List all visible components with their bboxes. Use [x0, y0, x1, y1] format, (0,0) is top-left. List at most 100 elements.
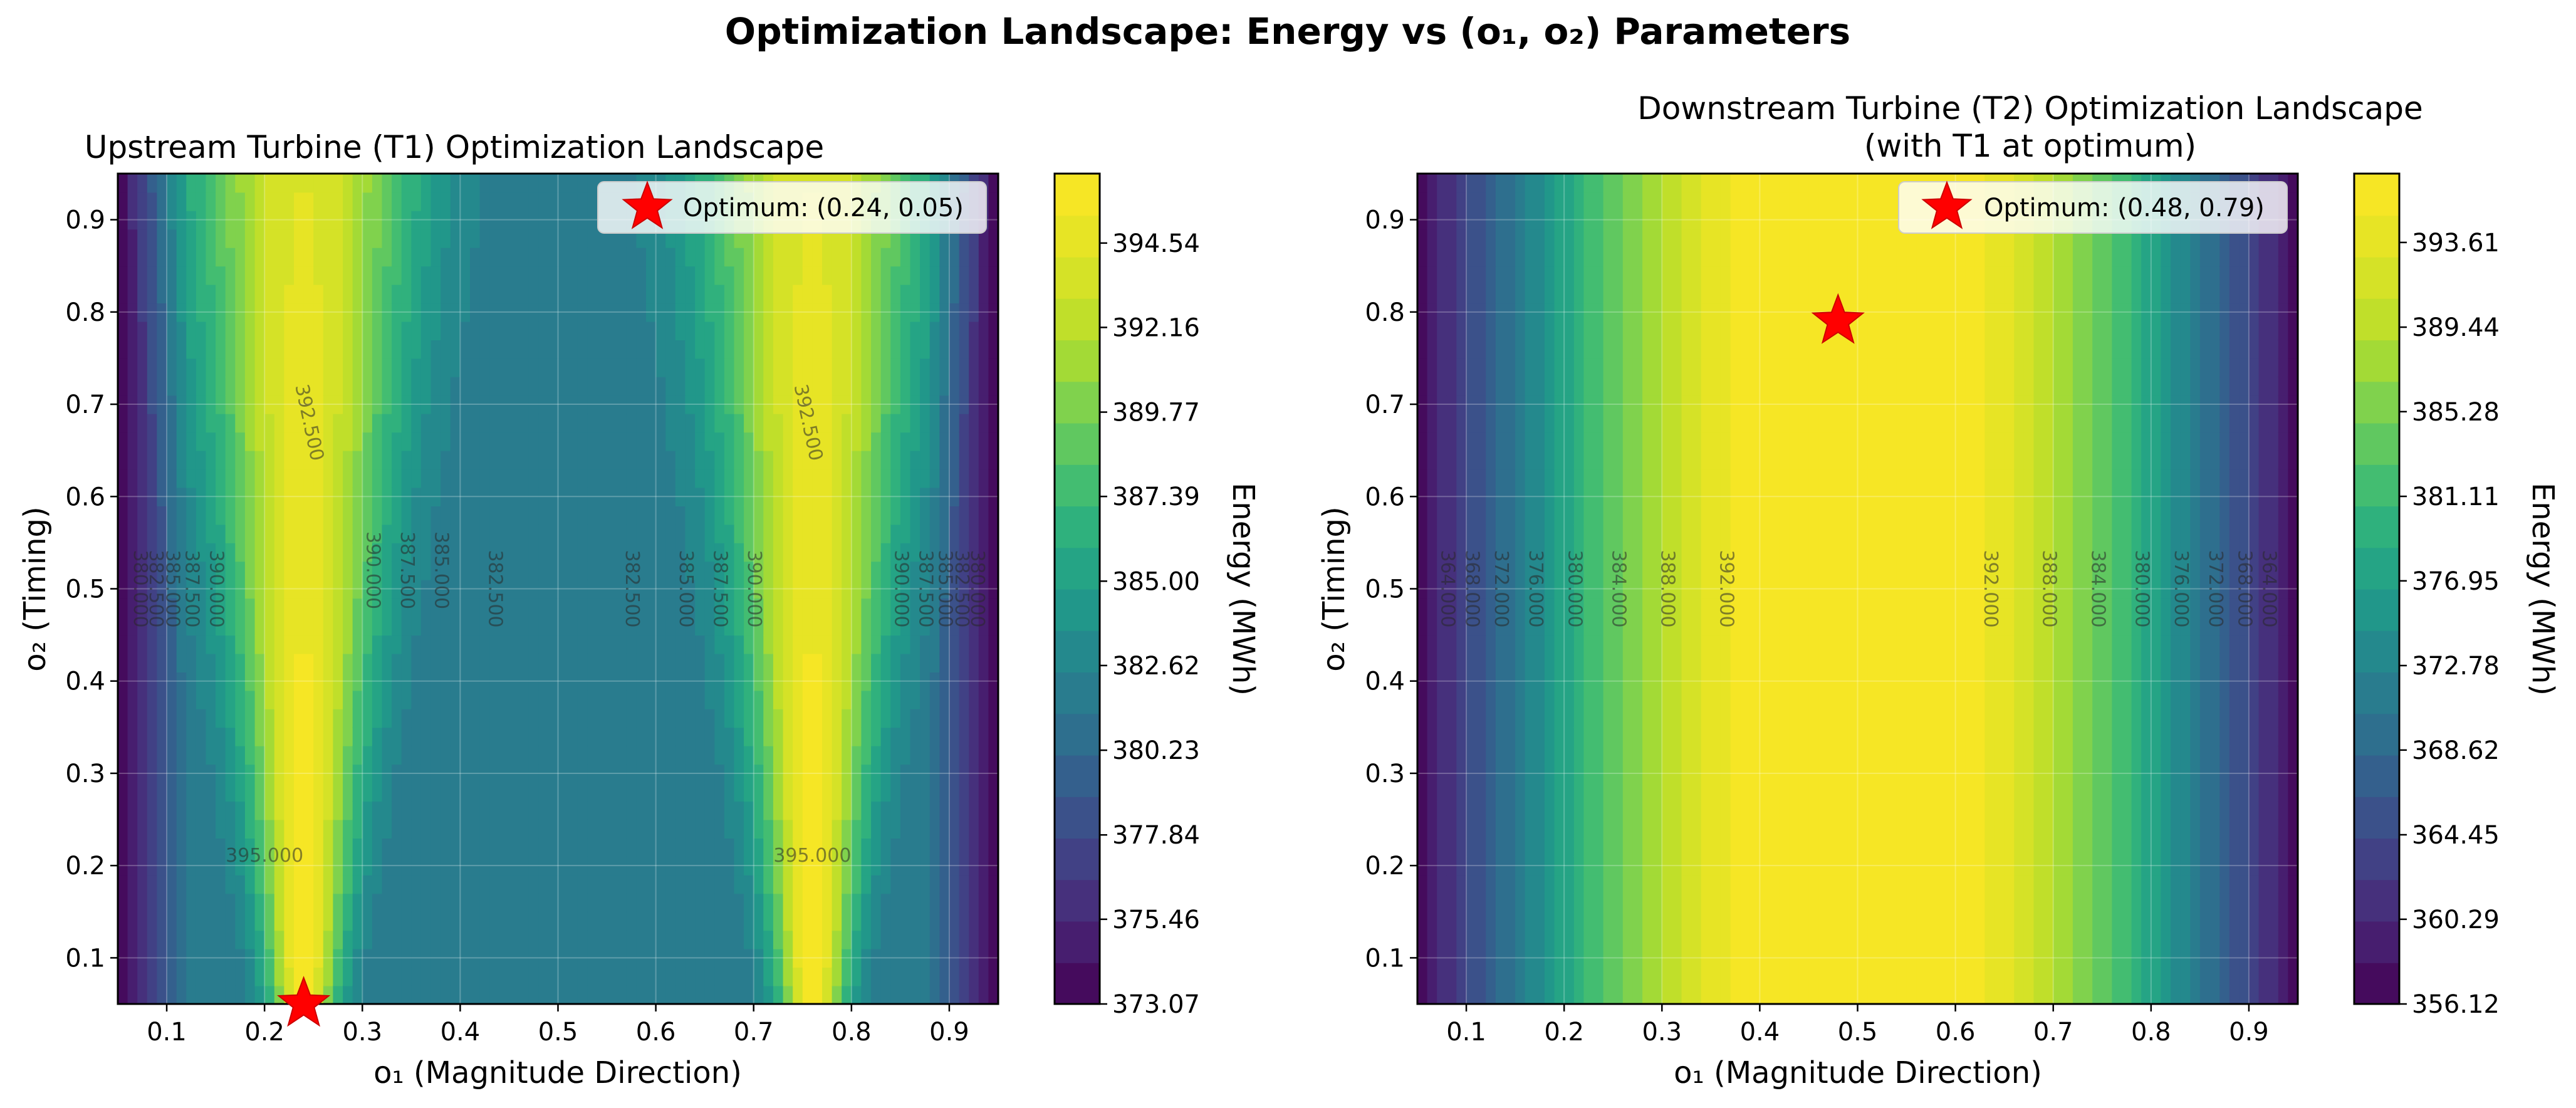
- heatmap-cell: [704, 506, 716, 525]
- heatmap-cell: [969, 432, 979, 451]
- heatmap-cell: [704, 303, 716, 322]
- heatmap-cell: [558, 432, 569, 451]
- heatmap-cell: [890, 266, 901, 285]
- heatmap-cell: [969, 782, 979, 802]
- heatmap-cell: [157, 782, 167, 802]
- heatmap-cell: [1544, 653, 1555, 672]
- heatmap-cell: [655, 266, 667, 285]
- heatmap-cell: [284, 376, 295, 396]
- heatmap-cell: [235, 303, 246, 322]
- heatmap-cell: [1427, 247, 1438, 267]
- heatmap-cell: [1446, 376, 1457, 396]
- heatmap-cell: [832, 764, 843, 783]
- heatmap-cell: [538, 985, 549, 1004]
- t1-legend-star-icon: [622, 180, 673, 229]
- heatmap-cell: [499, 635, 510, 654]
- heatmap-cell: [470, 229, 481, 248]
- heatmap-cell: [313, 819, 324, 839]
- heatmap-cell: [1456, 856, 1467, 875]
- heatmap-cell: [753, 395, 764, 414]
- heatmap-cell: [617, 524, 627, 543]
- heatmap-cell: [832, 303, 843, 322]
- heatmap-cell: [147, 635, 158, 654]
- heatmap-cell: [695, 948, 706, 968]
- heatmap-cell: [147, 432, 158, 451]
- heatmap-cell: [1417, 174, 1428, 193]
- heatmap-cell: [1495, 838, 1506, 857]
- heatmap-cell: [655, 856, 667, 875]
- heatmap-cell: [264, 247, 275, 267]
- heatmap-cell: [313, 727, 324, 746]
- heatmap-cell: [568, 542, 578, 562]
- heatmap-cell: [343, 542, 353, 562]
- heatmap-cell: [176, 708, 187, 728]
- heatmap-cell: [313, 358, 324, 377]
- heatmap-cell: [988, 358, 998, 377]
- heatmap-cell: [333, 395, 343, 414]
- heatmap-cell: [1476, 967, 1487, 986]
- heatmap-cell: [949, 432, 960, 451]
- heatmap-cell: [167, 874, 177, 894]
- heatmap-cell: [254, 616, 266, 636]
- heatmap-cell: [441, 542, 451, 562]
- heatmap-cell: [890, 376, 901, 396]
- heatmap-cell: [352, 561, 363, 580]
- heatmap-cell: [793, 967, 803, 986]
- heatmap-cell: [1446, 616, 1457, 636]
- heatmap-cell: [744, 506, 754, 525]
- heatmap-cell: [528, 967, 540, 986]
- heatmap-cell: [753, 635, 764, 654]
- heatmap-cell: [1466, 727, 1477, 746]
- heatmap-cell: [157, 727, 167, 746]
- t1-plot-title: Upstream Turbine (T1) Optimization Lands…: [85, 129, 824, 165]
- heatmap-cell: [783, 450, 794, 470]
- heatmap-cell: [176, 229, 187, 248]
- heatmap-cell: [1564, 598, 1575, 617]
- heatmap-cell: [793, 432, 803, 451]
- heatmap-cell: [773, 838, 784, 857]
- heatmap-cell: [1446, 764, 1457, 783]
- heatmap-cell: [118, 561, 128, 580]
- heatmap-cell: [793, 708, 803, 728]
- heatmap-cell: [704, 247, 716, 267]
- heatmap-cell: [1564, 506, 1575, 525]
- heatmap-cell: [186, 838, 197, 857]
- heatmap-cell: [362, 284, 373, 304]
- heatmap-cell: [167, 856, 177, 875]
- heatmap-cell: [1466, 985, 1477, 1004]
- heatmap-cell: [362, 506, 373, 525]
- heatmap-cell: [196, 948, 207, 968]
- colorbar-segment: [1055, 672, 1100, 714]
- heatmap-cell: [274, 174, 285, 193]
- heatmap-cell: [577, 358, 588, 377]
- heatmap-cell: [167, 985, 177, 1004]
- heatmap-cell: [626, 247, 637, 267]
- heatmap-cell: [489, 432, 500, 451]
- heatmap-cell: [978, 229, 989, 248]
- heatmap-cell: [479, 764, 491, 783]
- heatmap-cell: [157, 653, 167, 672]
- heatmap-cell: [548, 635, 559, 654]
- heatmap-cell: [1515, 413, 1526, 433]
- heatmap-cell: [519, 506, 529, 525]
- heatmap-cell: [430, 819, 442, 839]
- heatmap-cell: [470, 192, 481, 211]
- heatmap-cell: [773, 856, 784, 875]
- heatmap-cell: [206, 727, 217, 746]
- heatmap-cell: [900, 395, 911, 414]
- heatmap-cell: [225, 708, 236, 728]
- heatmap-cell: [343, 340, 353, 359]
- heatmap-cell: [607, 635, 618, 654]
- heatmap-cell: [401, 266, 412, 285]
- heatmap-cell: [558, 893, 569, 912]
- heatmap-cell: [1564, 819, 1575, 839]
- heatmap-cell: [548, 487, 559, 506]
- heatmap-cell: [675, 708, 686, 728]
- heatmap-cell: [499, 874, 510, 894]
- heatmap-cell: [783, 911, 794, 931]
- colorbar-segment: [1055, 174, 1100, 216]
- heatmap-cell: [294, 321, 305, 340]
- heatmap-cell: [704, 930, 716, 949]
- heatmap-cell: [871, 745, 882, 765]
- heatmap-cell: [1564, 838, 1575, 857]
